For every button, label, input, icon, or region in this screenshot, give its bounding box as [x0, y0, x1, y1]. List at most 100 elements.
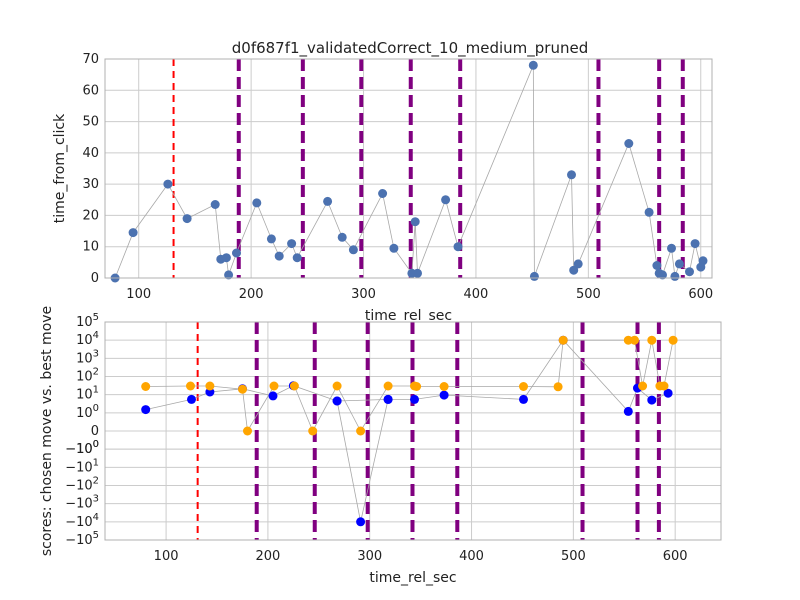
bottom-plot: 100 200 300 400 500 600 105104103102101100−10…	[39, 306, 722, 586]
bottom-data-point	[356, 517, 366, 527]
bottom-data-point	[205, 381, 215, 391]
top-data-point	[624, 139, 634, 148]
top-data-point	[569, 265, 579, 275]
bottom-data-point	[519, 382, 528, 391]
top-x-tick-label: 300	[351, 287, 376, 302]
top-y-tick-label: 40	[82, 146, 99, 161]
top-x-tick-label: 200	[239, 287, 264, 302]
bottom-y-axis-label: scores: chosen move vs. best move	[39, 306, 55, 556]
top-plot-y-ticks: 0 10 20 30 40 50 60 70	[82, 52, 99, 286]
top-data-point	[690, 239, 700, 249]
bottom-data-point	[663, 388, 673, 398]
bottom-y-tick-label: −102	[65, 476, 99, 494]
top-data-point	[182, 214, 192, 224]
bottom-data-point	[187, 394, 196, 404]
top-data-point	[674, 259, 684, 269]
top-data-point	[232, 248, 241, 258]
bottom-x-axis-label: time_rel_sec	[369, 570, 456, 586]
top-data-point	[128, 228, 138, 238]
top-data-point	[224, 270, 234, 280]
top-data-point	[252, 198, 262, 208]
top-plot-frame	[104, 58, 713, 279]
bottom-data-point	[332, 396, 342, 406]
bottom-data-point	[519, 394, 528, 404]
bottom-x-tick-label: 100	[154, 549, 179, 564]
top-data-point	[413, 268, 422, 278]
bottom-data-point	[289, 381, 299, 391]
top-y-tick-label: 50	[82, 115, 99, 130]
top-data-point	[658, 270, 667, 280]
top-x-tick-label: 600	[688, 287, 713, 302]
top-data-point	[266, 234, 276, 244]
bottom-data-point	[383, 394, 393, 404]
bottom-data-point	[623, 406, 633, 416]
bottom-y-tick-label: −103	[65, 494, 99, 512]
bottom-series-line-0	[145, 339, 669, 413]
top-plot-event-lines	[172, 59, 685, 278]
bottom-plot-series	[141, 335, 678, 527]
top-x-tick-label: 400	[464, 287, 489, 302]
top-data-point	[337, 232, 347, 242]
top-plot-x-ticks: 100 200 300 400 500 600	[126, 287, 713, 302]
bottom-y-tick-label: −100	[65, 439, 99, 457]
top-data-point	[163, 179, 173, 189]
bottom-x-tick-label: 600	[663, 549, 688, 564]
bottom-data-point	[668, 335, 678, 345]
top-data-point	[287, 239, 297, 249]
bottom-data-point	[553, 382, 563, 392]
bottom-data-point	[383, 381, 393, 391]
top-data-point	[453, 242, 463, 252]
bottom-data-point	[243, 426, 252, 436]
bottom-y-tick-label: 102	[76, 367, 99, 385]
top-y-tick-label: 0	[91, 271, 99, 286]
top-y-tick-label: 30	[82, 177, 99, 192]
bottom-x-tick-label: 300	[357, 549, 382, 564]
top-data-point	[441, 195, 451, 205]
top-y-axis-label: time_from_click	[52, 113, 68, 223]
bottom-y-tick-label: 103	[76, 348, 99, 366]
bottom-y-tick-label: 100	[76, 403, 99, 421]
bottom-y-tick-label: −101	[65, 457, 99, 475]
bottom-data-point	[186, 381, 195, 391]
bottom-data-point	[238, 384, 247, 394]
bottom-y-tick-label: 101	[76, 385, 99, 403]
bottom-data-point	[141, 405, 151, 415]
bottom-plot-y-ticks: 105104103102101100−1000−100−101−102−103−…	[65, 312, 99, 548]
top-data-point	[210, 200, 220, 209]
top-data-point	[410, 217, 420, 227]
bottom-x-tick-label: 400	[459, 549, 484, 564]
bottom-data-point	[638, 381, 648, 391]
top-data-point	[698, 256, 708, 266]
top-data-point	[529, 271, 539, 281]
bottom-plot-event-lines	[196, 322, 661, 540]
bottom-data-point	[558, 335, 568, 345]
top-y-tick-label: 10	[82, 240, 99, 255]
top-data-point	[348, 245, 358, 255]
bottom-y-tick-label: −100	[65, 439, 99, 457]
bottom-y-tick-label: 105	[76, 312, 99, 330]
chart-title: d0f687f1_validatedCorrect_10_medium_prun…	[232, 39, 588, 58]
top-data-point	[274, 251, 284, 261]
bottom-data-point	[332, 381, 342, 391]
bottom-data-point	[268, 391, 278, 401]
bottom-data-point	[141, 382, 151, 391]
top-data-point	[573, 259, 583, 269]
bottom-x-tick-label: 500	[561, 549, 586, 564]
top-plot: 100 200 300 400 500 600 0 10 20 30 40 50 60 70 time_…	[52, 52, 713, 324]
bottom-y-tick-label: 0	[91, 424, 99, 439]
top-data-point	[389, 243, 399, 253]
bottom-data-point	[439, 390, 449, 400]
bottom-plot-frame	[104, 321, 722, 541]
top-y-tick-label: 70	[82, 52, 99, 67]
top-y-tick-label: 60	[82, 83, 99, 98]
top-x-axis-label: time_rel_sec	[365, 308, 452, 324]
top-data-point	[667, 243, 676, 253]
top-data-point	[567, 170, 576, 180]
top-data-point	[652, 261, 662, 270]
bottom-y-tick-label: −105	[65, 530, 99, 548]
top-y-tick-label: 20	[82, 208, 99, 223]
top-data-point	[644, 207, 654, 217]
bottom-data-point	[630, 335, 639, 345]
top-data-point	[221, 253, 231, 263]
